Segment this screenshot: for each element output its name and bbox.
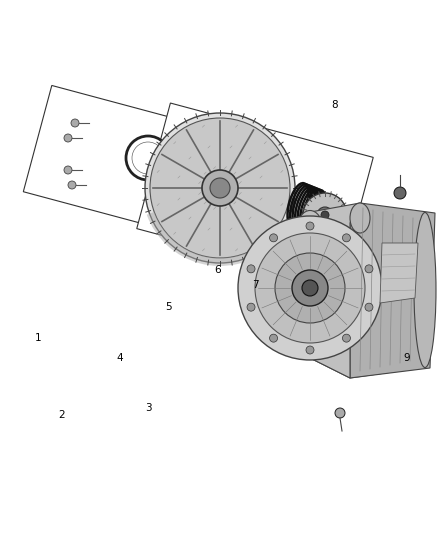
Circle shape — [211, 182, 219, 190]
Circle shape — [275, 253, 345, 323]
Circle shape — [191, 159, 199, 168]
Circle shape — [176, 155, 184, 164]
Circle shape — [343, 334, 350, 342]
Wedge shape — [147, 212, 270, 266]
Circle shape — [132, 142, 164, 174]
Circle shape — [247, 303, 255, 311]
Circle shape — [126, 136, 170, 180]
Text: 5: 5 — [165, 302, 171, 312]
Text: 3: 3 — [145, 403, 151, 413]
Polygon shape — [137, 103, 373, 283]
Text: 8: 8 — [332, 100, 338, 110]
Text: 9: 9 — [404, 353, 410, 363]
Text: 2: 2 — [59, 410, 65, 420]
Circle shape — [343, 234, 350, 242]
Ellipse shape — [414, 213, 436, 367]
Circle shape — [365, 303, 373, 311]
Circle shape — [304, 246, 311, 253]
Circle shape — [255, 233, 365, 343]
Circle shape — [71, 119, 79, 127]
Text: 1: 1 — [35, 333, 41, 343]
Circle shape — [292, 270, 328, 306]
Circle shape — [304, 230, 311, 237]
Circle shape — [210, 178, 230, 198]
Circle shape — [269, 234, 278, 242]
Circle shape — [269, 334, 278, 342]
Circle shape — [303, 193, 347, 237]
Circle shape — [195, 176, 205, 185]
Circle shape — [394, 187, 406, 199]
Ellipse shape — [297, 211, 322, 246]
Circle shape — [201, 193, 209, 203]
Circle shape — [306, 346, 314, 354]
Circle shape — [317, 207, 333, 223]
Circle shape — [314, 238, 321, 245]
Text: 6: 6 — [215, 265, 221, 275]
Circle shape — [365, 265, 373, 273]
Circle shape — [302, 280, 318, 296]
Circle shape — [238, 216, 382, 360]
Circle shape — [150, 118, 290, 258]
Polygon shape — [380, 243, 418, 303]
Text: 4: 4 — [117, 353, 124, 363]
Text: 7: 7 — [252, 280, 258, 290]
Polygon shape — [23, 85, 197, 231]
Polygon shape — [310, 303, 430, 378]
Circle shape — [64, 134, 72, 142]
Circle shape — [321, 211, 329, 219]
Circle shape — [186, 189, 194, 198]
Circle shape — [180, 172, 190, 181]
Circle shape — [202, 170, 238, 206]
Circle shape — [205, 165, 215, 174]
Circle shape — [306, 222, 314, 230]
Circle shape — [292, 239, 299, 246]
Polygon shape — [295, 203, 360, 378]
Circle shape — [64, 166, 72, 174]
Ellipse shape — [350, 203, 370, 233]
Circle shape — [335, 408, 345, 418]
Circle shape — [247, 265, 255, 273]
Circle shape — [215, 198, 225, 207]
Circle shape — [68, 181, 76, 189]
Polygon shape — [350, 203, 435, 378]
Circle shape — [145, 113, 295, 263]
